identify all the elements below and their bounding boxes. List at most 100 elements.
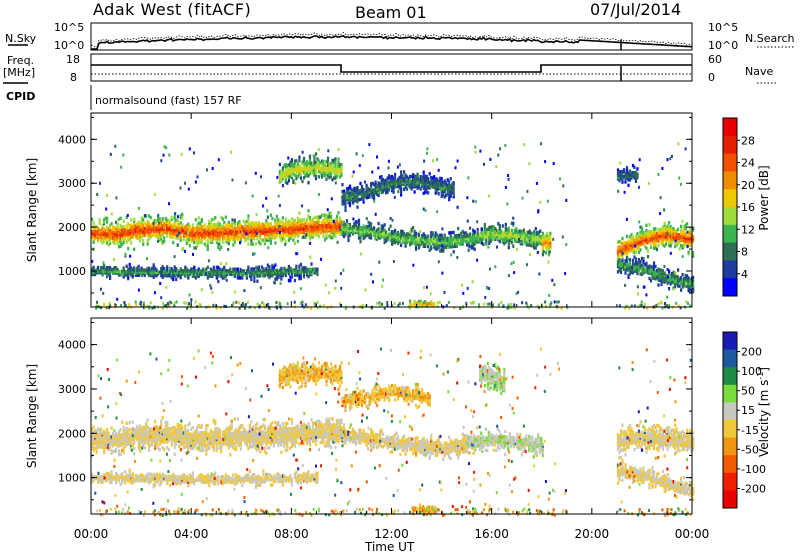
power-cell <box>158 229 161 233</box>
power-cell <box>403 180 406 185</box>
power-cell <box>684 232 687 236</box>
power-cell <box>169 222 172 227</box>
power-cell <box>284 233 287 237</box>
power-cell <box>110 269 113 273</box>
power-cell <box>482 242 485 246</box>
power-cell <box>437 242 440 246</box>
power-cell <box>560 306 563 310</box>
power-cell <box>146 304 149 308</box>
power-cell <box>663 208 666 212</box>
power-cell <box>627 178 630 182</box>
power-cell <box>428 248 431 252</box>
power-cell <box>188 244 191 248</box>
power-cell <box>683 228 686 232</box>
power-cell <box>655 268 659 273</box>
power-cell <box>634 241 638 245</box>
power-cell <box>215 306 218 310</box>
power-cell <box>616 258 620 262</box>
power-cell <box>370 192 373 197</box>
freq-tick-top: 18 <box>66 53 80 66</box>
power-cell <box>406 241 409 245</box>
power-cell <box>666 236 669 241</box>
power-cell <box>316 157 319 161</box>
power-cell <box>286 233 289 237</box>
power-cell <box>428 172 431 176</box>
power-cell <box>625 171 629 175</box>
power-cell <box>510 306 513 310</box>
power-cell <box>212 303 215 307</box>
power-cell <box>633 264 636 268</box>
power-cell <box>212 237 215 241</box>
power-cell <box>413 240 416 244</box>
power-cell <box>242 271 245 275</box>
power-cell <box>323 229 327 233</box>
power-cell <box>525 241 528 245</box>
power-cell <box>220 226 223 230</box>
power-cell <box>337 211 340 215</box>
power-cell <box>657 235 660 239</box>
power-cell <box>326 170 330 174</box>
power-cell <box>410 241 413 245</box>
power-cell <box>167 229 170 233</box>
power-cell <box>419 239 422 243</box>
power-cell <box>110 222 113 226</box>
power-cell <box>494 265 497 269</box>
power-cell <box>434 187 437 192</box>
power-cell <box>207 259 210 263</box>
power-cell <box>689 278 692 282</box>
power-cell <box>112 225 115 230</box>
power-cell <box>351 192 355 196</box>
power-cell <box>163 239 166 244</box>
power-cell <box>158 221 161 225</box>
power-cell <box>625 264 629 269</box>
power-cell <box>185 301 188 305</box>
power-cell <box>206 238 209 243</box>
power-cell <box>666 224 669 228</box>
power-cell <box>289 220 292 225</box>
power-cell <box>206 274 209 278</box>
power-cell <box>684 237 687 242</box>
power-cell <box>427 243 430 247</box>
power-cell <box>206 247 209 252</box>
power-cell <box>440 184 443 188</box>
power-cell <box>127 276 130 281</box>
power-cell <box>407 176 410 181</box>
power-cell <box>206 230 209 234</box>
power-cell <box>302 275 306 279</box>
power-cell <box>241 269 244 273</box>
power-cell <box>181 216 184 220</box>
power-cell <box>528 243 531 247</box>
power-cell <box>681 283 684 287</box>
power-cell <box>483 230 486 234</box>
power-cell <box>310 271 313 275</box>
power-cell <box>649 243 653 248</box>
power-cell <box>296 162 299 166</box>
power-cell <box>326 222 330 226</box>
power-cell <box>422 181 425 185</box>
power-cell <box>672 230 675 234</box>
power-cell <box>161 265 164 269</box>
power-cell <box>122 153 125 157</box>
power-cell <box>469 239 472 243</box>
power-cell <box>621 236 624 241</box>
power-cell <box>476 258 479 262</box>
power-cell <box>188 293 191 297</box>
power-cell <box>304 303 307 307</box>
power-cell <box>683 282 686 286</box>
power-cell <box>689 238 692 242</box>
power-cell <box>326 215 330 219</box>
power-cell <box>103 220 106 224</box>
power-cell <box>684 284 687 288</box>
power-cell <box>319 161 322 165</box>
power-cell <box>274 220 277 224</box>
power-cell <box>149 268 152 272</box>
power-cell <box>113 241 116 246</box>
power-cell <box>413 236 416 241</box>
power-cell <box>188 224 191 229</box>
power-cell <box>431 176 434 180</box>
power-cell <box>335 223 339 227</box>
power-cell <box>565 243 568 246</box>
power-cell <box>677 236 680 240</box>
power-cell <box>263 240 266 244</box>
power-cell <box>129 254 132 258</box>
